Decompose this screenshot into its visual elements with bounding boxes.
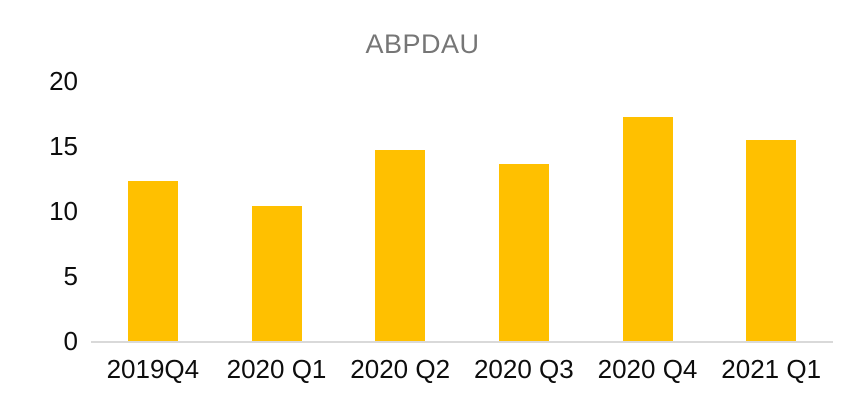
y-tick-label: 20: [49, 66, 78, 96]
x-tick-label: 2020 Q3: [473, 354, 574, 384]
x-tick-label: 2021 Q1: [721, 354, 822, 384]
x-tick-label: 2019Q4: [106, 354, 200, 384]
bar-2020 Q3: [498, 164, 549, 341]
x-tick-label: 2020 Q2: [350, 354, 451, 384]
bar-slot: [709, 81, 833, 341]
bar-slot: [338, 81, 462, 341]
x-tick-label: 2020 Q4: [597, 354, 698, 384]
y-tick-label: 15: [49, 131, 78, 161]
x-axis-line: [91, 341, 833, 343]
bars-container: [91, 81, 833, 341]
bar-2020 Q1: [251, 205, 302, 341]
bar-2021 Q1: [746, 139, 797, 341]
bar-2019Q4: [127, 181, 178, 341]
bar-2020 Q2: [375, 149, 426, 341]
bar-slot: [586, 81, 710, 341]
bar-slot: [91, 81, 215, 341]
bar-2020 Q4: [622, 117, 673, 341]
bar-slot: [462, 81, 586, 341]
y-tick-label: 10: [49, 196, 78, 226]
plot-area: [91, 81, 833, 343]
chart-title: ABPDAU: [365, 29, 480, 59]
x-tick-label: 2020 Q1: [226, 354, 327, 384]
bar-slot: [215, 81, 339, 341]
y-tick-label: 5: [63, 261, 78, 291]
y-tick-label: 0: [63, 326, 78, 356]
